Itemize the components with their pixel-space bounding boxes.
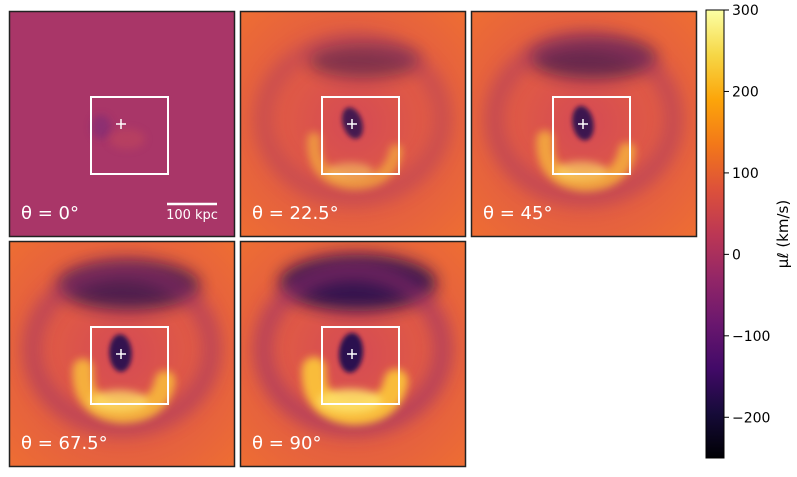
- colorbar-gradient: [705, 9, 725, 459]
- panel-label: θ = 90°: [252, 433, 321, 454]
- colorbar-label: μℓ (km/s): [774, 200, 792, 268]
- heatmap-panel: θ = 67.5°: [8, 240, 236, 468]
- bright-core: [318, 389, 382, 413]
- scale-bar-label: 100 kpc: [166, 208, 218, 223]
- panel-frame: [470, 10, 698, 238]
- panel-label: θ = 67.5°: [21, 433, 108, 454]
- outer-ring: [254, 32, 452, 206]
- region-box: [321, 96, 400, 175]
- heatmap-panel: θ = 0° 100 kpc: [8, 10, 236, 238]
- colorbar-tick-label: 100: [732, 166, 759, 182]
- bright-arc: [307, 132, 403, 190]
- region-box: [321, 326, 400, 405]
- panel-frame: [239, 240, 467, 468]
- panel-frame: [239, 10, 467, 238]
- colorbar-tick-label: −200: [732, 410, 770, 426]
- heatmap-panel: θ = 90°: [239, 240, 467, 468]
- colorbar-tick-label: 300: [732, 3, 759, 19]
- outer-ring: [23, 262, 221, 436]
- colorbar-tick-label: 0: [732, 247, 741, 263]
- bright-arc: [72, 358, 176, 424]
- dark-blob: [338, 332, 364, 373]
- outer-ring: [254, 262, 452, 436]
- heatmap-panel: θ = 22.5°: [239, 10, 467, 238]
- colorbar: 300 200 100 0 −100 −200 μℓ (km/s): [705, 3, 792, 459]
- colorbar-tick-label: −100: [732, 329, 770, 345]
- bright-arc: [536, 130, 636, 192]
- panel-label: θ = 0°: [21, 203, 79, 224]
- bright-core: [555, 161, 607, 181]
- outer-ring: [485, 32, 683, 206]
- panel-frame: [8, 10, 236, 238]
- bright-core: [90, 390, 148, 412]
- panel-label: θ = 22.5°: [252, 203, 339, 224]
- colorbar-tick-label: 200: [732, 84, 759, 100]
- bright-arc: [301, 357, 408, 426]
- panel-frame: [8, 240, 236, 468]
- faint-feature: [109, 129, 145, 149]
- region-box: [90, 326, 169, 405]
- panels-layer: θ = 0° 100 kpc θ = 22.5° θ = 45° θ = 67.5° θ …: [8, 10, 698, 468]
- panel-label: θ = 45°: [483, 203, 552, 224]
- region-box: [552, 96, 631, 175]
- faint-feature: [91, 115, 111, 139]
- region-box: [90, 96, 169, 175]
- heatmap-panel: θ = 45°: [470, 10, 698, 238]
- bright-core: [327, 162, 373, 180]
